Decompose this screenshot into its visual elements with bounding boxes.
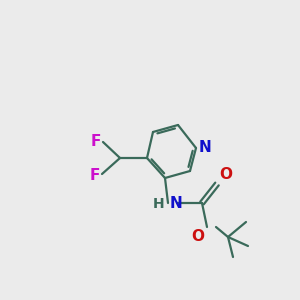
Text: N: N [199,140,212,155]
Text: H: H [152,197,164,211]
Text: O: O [191,229,204,244]
Text: O: O [219,167,232,182]
Text: F: F [91,134,101,148]
Text: N: N [170,196,183,211]
Text: F: F [90,167,100,182]
